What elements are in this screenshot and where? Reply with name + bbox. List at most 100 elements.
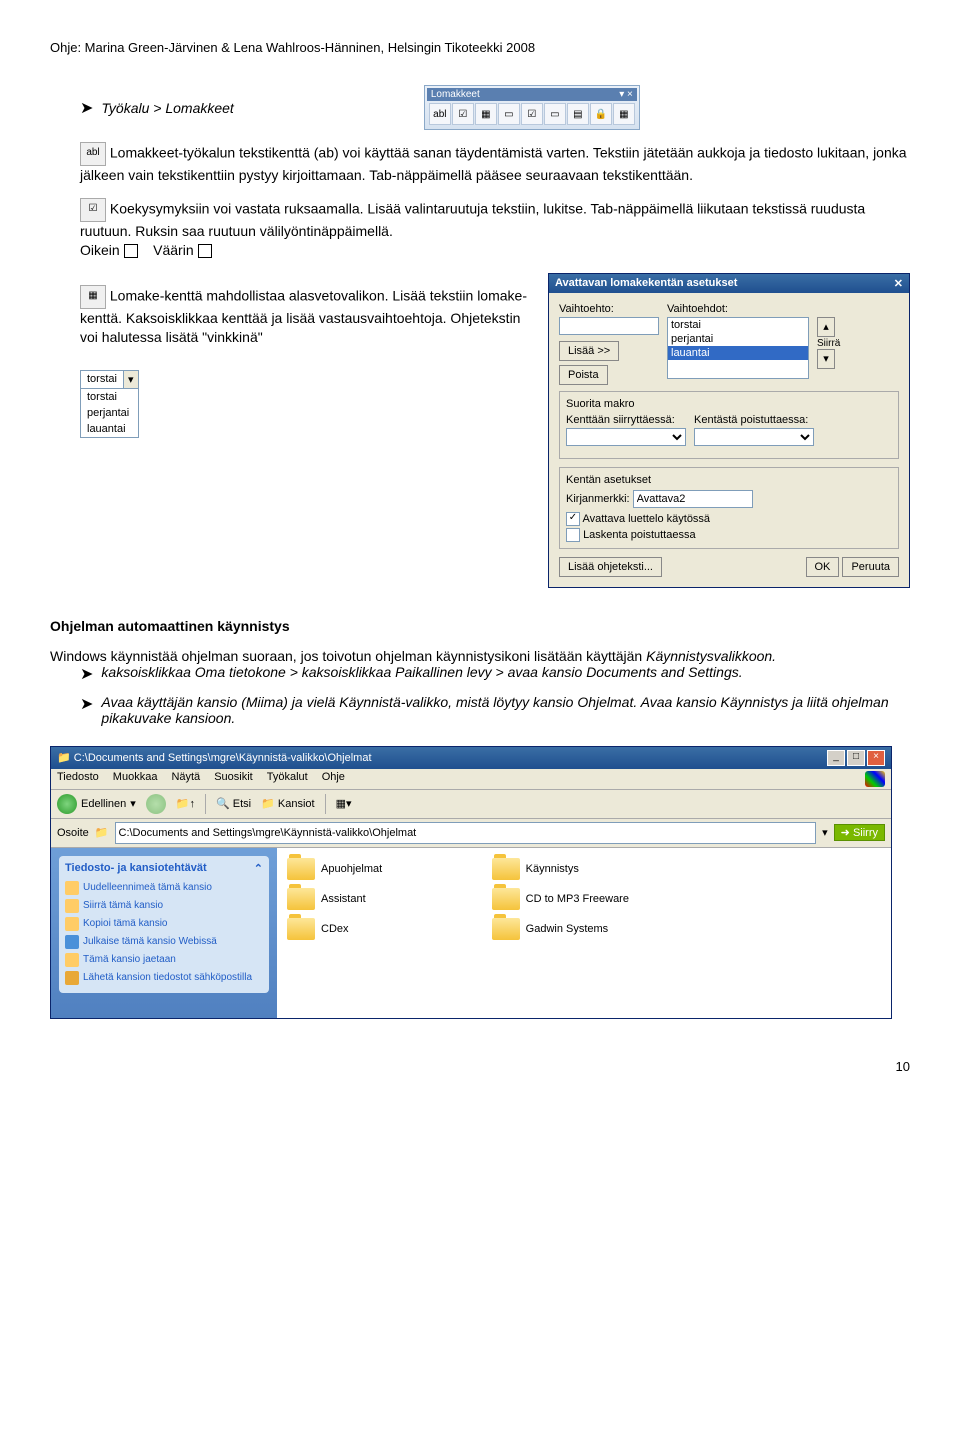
heading-autostart: Ohjelman automaattinen käynnistys (50, 618, 910, 634)
task-item[interactable]: Uudelleennimeä tämä kansio (65, 879, 263, 897)
cancel-button[interactable]: Peruuta (842, 557, 899, 577)
dropdown-option[interactable]: perjantai (81, 405, 138, 421)
toolbar-btn[interactable]: ▭ (544, 103, 566, 125)
textfield-icon: abl (80, 142, 106, 166)
toolbar-btn[interactable]: ▭ (498, 103, 520, 125)
toolbar-btn[interactable]: ☑ (452, 103, 474, 125)
back-button[interactable]: Edellinen ▾ (57, 794, 136, 814)
collapse-icon[interactable]: ⌃ (254, 862, 263, 875)
toolbar-btn[interactable]: ▤ (567, 103, 589, 125)
task-item[interactable]: Lähetä kansion tiedostot sähköpostilla (65, 969, 263, 987)
dropdown-option[interactable]: lauantai (81, 421, 138, 437)
folders-button[interactable]: 📁 Kansiot (261, 797, 314, 810)
folder-item[interactable]: CDex (287, 918, 472, 940)
macro-exit-select[interactable] (694, 428, 814, 446)
help-text-button[interactable]: Lisää ohjeteksti... (559, 557, 662, 577)
move-down-button[interactable]: ▾ (817, 349, 835, 369)
toolbar-btn[interactable]: ▦ (613, 103, 635, 125)
menu-item[interactable]: Muokkaa (113, 771, 158, 787)
list-item[interactable]: torstai (668, 318, 808, 332)
minimize-button[interactable]: _ (827, 750, 845, 766)
label-laskenta: Laskenta poistuttaessa (583, 529, 696, 541)
folder-item[interactable]: Assistant (287, 888, 472, 910)
label-oikein: Oikein (80, 242, 120, 258)
maximize-button[interactable]: □ (847, 750, 865, 766)
option-input[interactable] (559, 317, 659, 335)
address-bar: Osoite 📁 ▾ ➜ Siirry (51, 819, 891, 848)
toolbar-btn[interactable]: 🔒 (590, 103, 612, 125)
text: kaksoisklikkaa Oma tietokone > kaksoiskl… (101, 664, 742, 680)
label-siirra: Siirrä (817, 338, 840, 349)
bookmark-input[interactable] (633, 490, 753, 508)
windows-flag-icon (865, 771, 885, 787)
folder-icon (287, 888, 315, 910)
text: Koekysymyksiin voi vastata ruksaamalla. … (80, 200, 865, 238)
bullet-icon: ➤ (80, 664, 93, 684)
label-luettelo: Avattava luettelo käytössä (582, 513, 710, 525)
task-item[interactable]: Julkaise tämä kansio Webissä (65, 933, 263, 951)
task-icon (65, 899, 79, 913)
folder-item[interactable]: CD to MP3 Freeware (492, 888, 677, 910)
forward-button[interactable] (146, 794, 166, 814)
search-button[interactable]: 🔍 Etsi (216, 797, 251, 810)
menu-item[interactable]: Ohje (322, 771, 345, 787)
page-number: 10 (50, 1059, 910, 1074)
toolbar-btn[interactable]: ▦ (475, 103, 497, 125)
folder-view: Apuohjelmat Käynnistys Assistant CD to M… (277, 848, 891, 1018)
menu-item[interactable]: Suosikit (214, 771, 253, 787)
checkbox-laskenta[interactable] (566, 528, 580, 542)
checkbox (198, 244, 212, 258)
close-icon[interactable]: ✕ (894, 277, 903, 290)
combobox-icon: ▦ (80, 285, 106, 309)
close-button[interactable]: × (867, 750, 885, 766)
dropdown-sample: torstai ▾ torstai perjantai lauantai (80, 370, 139, 438)
label-enter: Kenttään siirryttäessä: (566, 414, 686, 426)
menu-item[interactable]: Näytä (171, 771, 200, 787)
menu-item[interactable]: Työkalut (267, 771, 308, 787)
doc-header: Ohje: Marina Green-Järvinen & Lena Wahlr… (50, 40, 910, 55)
list-item[interactable]: perjantai (668, 332, 808, 346)
remove-button[interactable]: Poista (559, 365, 608, 385)
group-label: Suorita makro (566, 398, 892, 410)
checkbox (124, 244, 138, 258)
settings-group: Kentän asetukset Kirjanmerkki: ✓ Avattav… (559, 467, 899, 549)
chevron-down-icon[interactable]: ▾ (123, 371, 138, 388)
task-item[interactable]: Siirrä tämä kansio (65, 897, 263, 915)
text: Avaa käyttäjän kansio (Miima) ja vielä K… (101, 694, 910, 726)
task-item[interactable]: Kopioi tämä kansio (65, 915, 263, 933)
add-button[interactable]: Lisää >> (559, 341, 619, 361)
task-item[interactable]: Tämä kansio jaetaan (65, 951, 263, 969)
up-icon[interactable]: 📁↑ (176, 797, 195, 810)
folder-item[interactable]: Käynnistys (492, 858, 677, 880)
toolbar-btn[interactable]: ☑ (521, 103, 543, 125)
checkbox-luettelo[interactable]: ✓ (566, 512, 580, 526)
folder-item[interactable]: Apuohjelmat (287, 858, 472, 880)
macro-enter-select[interactable] (566, 428, 686, 446)
label-vaihtoehdot: Vaihtoehdot: (667, 303, 809, 315)
text: Lomakkeet-työkalun tekstikenttä (ab) voi… (110, 145, 746, 161)
menu-item[interactable]: Tiedosto (57, 771, 99, 787)
paragraph-1: abl Lomakkeet-työkalun tekstikenttä (ab)… (80, 142, 910, 186)
task-icon (65, 935, 79, 949)
folder-item[interactable]: Gadwin Systems (492, 918, 677, 940)
toolbar-btn[interactable]: abl (429, 103, 451, 125)
go-button[interactable]: ➜ Siirry (834, 824, 885, 841)
folder-icon: 📁 (95, 826, 109, 839)
address-input[interactable] (115, 822, 817, 844)
options-list[interactable]: torstai perjantai lauantai (667, 317, 809, 379)
addr-dropdown-icon[interactable]: ▾ (822, 826, 828, 839)
addr-label: Osoite (57, 827, 89, 839)
toolbar-title: Lomakkeet (431, 89, 480, 100)
folder-icon (287, 858, 315, 880)
breadcrumb-row: ➤ Työkalu > Lomakkeet Lomakkeet ▾ × abl … (50, 85, 910, 130)
label-vaarin: Väärin (153, 242, 193, 258)
dropdown-selected[interactable]: torstai (81, 371, 123, 388)
list-item[interactable]: lauantai (668, 346, 808, 360)
ok-button[interactable]: OK (806, 557, 840, 577)
macro-group: Suorita makro Kenttään siirryttäessä: Ke… (559, 391, 899, 459)
folder-icon (492, 918, 520, 940)
dropdown-option[interactable]: torstai (81, 389, 138, 405)
folder-icon (287, 918, 315, 940)
view-button[interactable]: ▦▾ (336, 797, 352, 810)
move-up-button[interactable]: ▴ (817, 317, 835, 337)
